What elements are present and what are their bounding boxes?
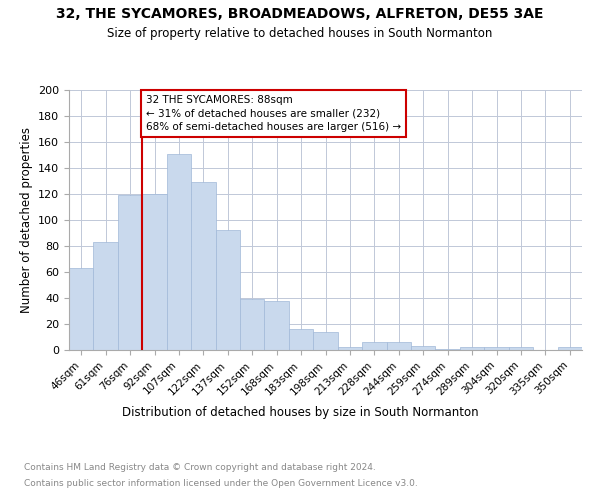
- Text: Size of property relative to detached houses in South Normanton: Size of property relative to detached ho…: [107, 28, 493, 40]
- Bar: [240, 300, 265, 350]
- Bar: [94, 242, 118, 350]
- Bar: [386, 342, 411, 350]
- Text: Distribution of detached houses by size in South Normanton: Distribution of detached houses by size …: [122, 406, 478, 419]
- Bar: [118, 196, 142, 350]
- Bar: [460, 348, 484, 350]
- Bar: [215, 230, 240, 350]
- Text: 32 THE SYCAMORES: 88sqm
← 31% of detached houses are smaller (232)
68% of semi-d: 32 THE SYCAMORES: 88sqm ← 31% of detache…: [146, 95, 401, 132]
- Bar: [167, 154, 191, 350]
- Text: Contains HM Land Registry data © Crown copyright and database right 2024.: Contains HM Land Registry data © Crown c…: [24, 462, 376, 471]
- Bar: [509, 348, 533, 350]
- Bar: [557, 348, 582, 350]
- Bar: [436, 348, 460, 350]
- Bar: [69, 268, 94, 350]
- Bar: [484, 348, 509, 350]
- Bar: [191, 182, 215, 350]
- Text: Contains public sector information licensed under the Open Government Licence v3: Contains public sector information licen…: [24, 479, 418, 488]
- Text: 32, THE SYCAMORES, BROADMEADOWS, ALFRETON, DE55 3AE: 32, THE SYCAMORES, BROADMEADOWS, ALFRETO…: [56, 8, 544, 22]
- Bar: [362, 342, 386, 350]
- Y-axis label: Number of detached properties: Number of detached properties: [20, 127, 32, 313]
- Bar: [142, 194, 167, 350]
- Bar: [338, 348, 362, 350]
- Bar: [313, 332, 338, 350]
- Bar: [265, 300, 289, 350]
- Bar: [289, 329, 313, 350]
- Bar: [411, 346, 436, 350]
